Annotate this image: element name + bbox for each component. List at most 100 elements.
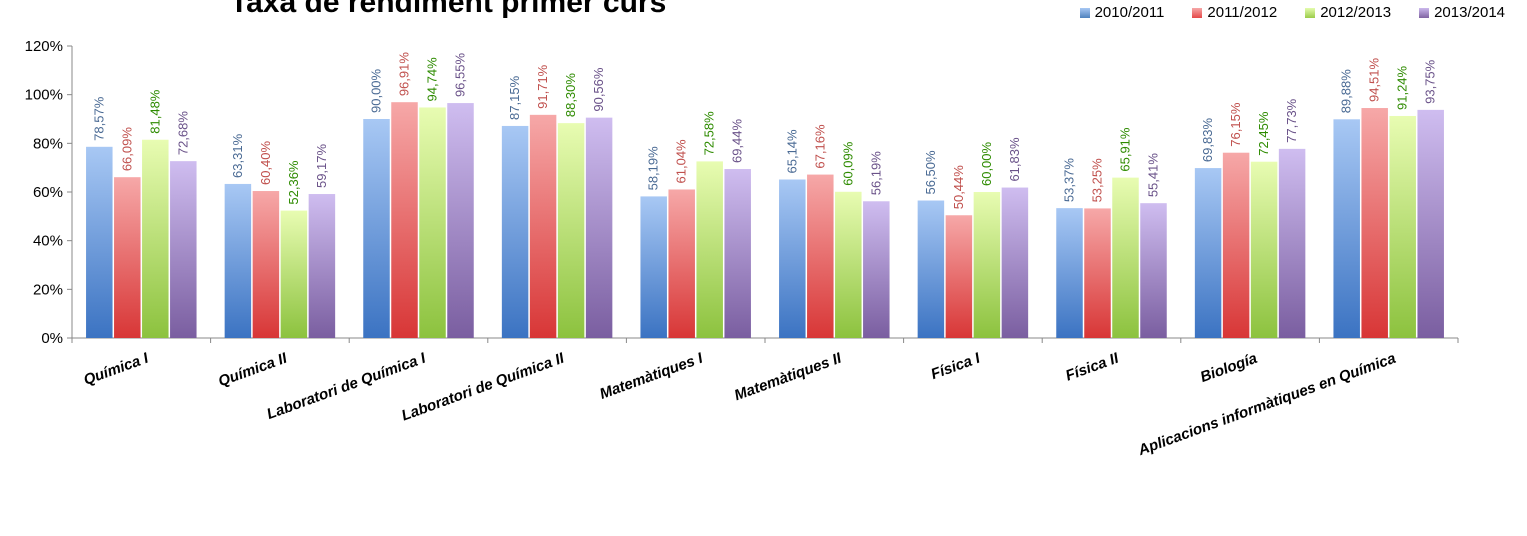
legend-item-2011-2012: 2011/2012 [1192,4,1277,21]
data-label: 89,88% [1339,69,1354,114]
bar [807,174,834,338]
bar [308,194,336,338]
data-label: 60,09% [840,141,855,186]
data-label: 90,00% [369,68,384,113]
bar [1333,119,1360,339]
bar [114,177,141,338]
bar [363,119,390,338]
data-label: 65,91% [1118,127,1133,172]
data-label: 94,51% [1367,57,1382,102]
y-tick-label: 80% [33,135,63,152]
bar [945,215,973,338]
x-tick-label: Química I [81,350,151,389]
legend-swatch-2012-2013 [1305,7,1316,18]
x-tick-label: Aplicacions informàtiques en Química [1135,350,1398,460]
data-label: 56,50% [923,150,938,195]
bar [142,139,169,338]
bar [447,103,474,338]
y-tick-label: 120% [25,38,63,55]
data-label: 77,73% [1284,98,1299,143]
data-label: 76,15% [1228,102,1243,147]
bar [1084,208,1111,338]
legend-swatch-2011-2012 [1192,7,1203,18]
y-tick-label: 0% [41,330,63,347]
data-label: 66,09% [119,127,134,172]
y-tick-label: 100% [25,87,63,104]
data-label: 96,55% [453,53,468,98]
data-label: 93,75% [1423,59,1438,104]
bar [917,200,945,338]
data-label: 78,57% [91,96,106,141]
bar [724,169,751,338]
y-tick-label: 60% [33,184,63,201]
x-tick-label: Matemàtiques I [597,350,705,403]
data-label: 69,83% [1200,118,1215,163]
data-label: 53,25% [1090,158,1105,203]
bar [280,210,308,338]
legend-label: 2011/2012 [1207,4,1278,21]
bar [973,192,1001,338]
x-tick-label: Matemàtiques II [732,349,844,404]
bar [585,117,613,339]
x-tick-label: Física I [929,349,983,383]
data-label: 96,91% [397,52,412,97]
data-label: 61,83% [1007,137,1022,182]
data-label: 50,44% [951,165,966,210]
bar [529,114,557,339]
legend-swatch-2010-2011 [1079,7,1090,18]
bar [1389,115,1416,338]
data-label: 65,14% [784,129,799,174]
bar [252,191,280,338]
data-label: 53,37% [1062,158,1077,203]
bar [1250,161,1278,338]
legend-label: 2010/2011 [1094,4,1165,21]
bar [1361,108,1388,338]
legend-label: 2012/2013 [1320,4,1392,21]
legend-swatch-2013-2014 [1419,7,1430,18]
bar [835,191,862,338]
data-label: 58,19% [646,146,661,191]
bar [779,179,806,338]
y-tick-label: 20% [33,281,63,298]
bar [1278,148,1306,338]
y-tick-label: 40% [33,233,63,250]
data-label: 94,74% [425,57,440,102]
bar [391,102,418,338]
legend-item-2010-2011: 2010/2011 [1079,4,1165,21]
bar [170,161,197,338]
bar [1417,109,1444,338]
legend-label: 2013/2014 [1434,4,1505,21]
data-label: 72,45% [1256,111,1271,156]
data-label: 60,00% [979,141,994,186]
data-label: 52,36% [286,160,301,205]
data-label: 91,24% [1395,65,1410,110]
data-label: 56,19% [868,151,883,196]
data-label: 72,58% [702,111,717,156]
legend: 2010/2011 2011/2012 2012/2013 2013/2014 [1079,4,1505,21]
legend-item-2012-2013: 2012/2013 [1305,4,1391,21]
bar [1056,208,1083,338]
data-label: 88,30% [563,73,578,118]
bar [640,196,667,338]
data-label: 91,71% [535,64,550,109]
bar [863,201,890,338]
bar [696,161,723,338]
chart-title: Taxa de rendiment primer curs [230,0,667,19]
bar [668,189,695,338]
data-label: 72,68% [175,111,190,156]
bar [1222,152,1250,338]
data-label: 69,44% [730,118,745,163]
bar [1140,203,1167,338]
data-label: 63,31% [230,133,245,178]
x-tick-label: Biología [1198,350,1259,386]
data-label: 55,41% [1146,153,1161,198]
x-tick-label: Química II [216,350,290,391]
bar [1001,187,1029,338]
bar [86,146,113,338]
bar [1194,168,1222,338]
data-label: 87,15% [507,75,522,120]
bar [501,125,529,338]
data-label: 67,16% [812,124,827,169]
data-label: 60,40% [258,140,273,185]
